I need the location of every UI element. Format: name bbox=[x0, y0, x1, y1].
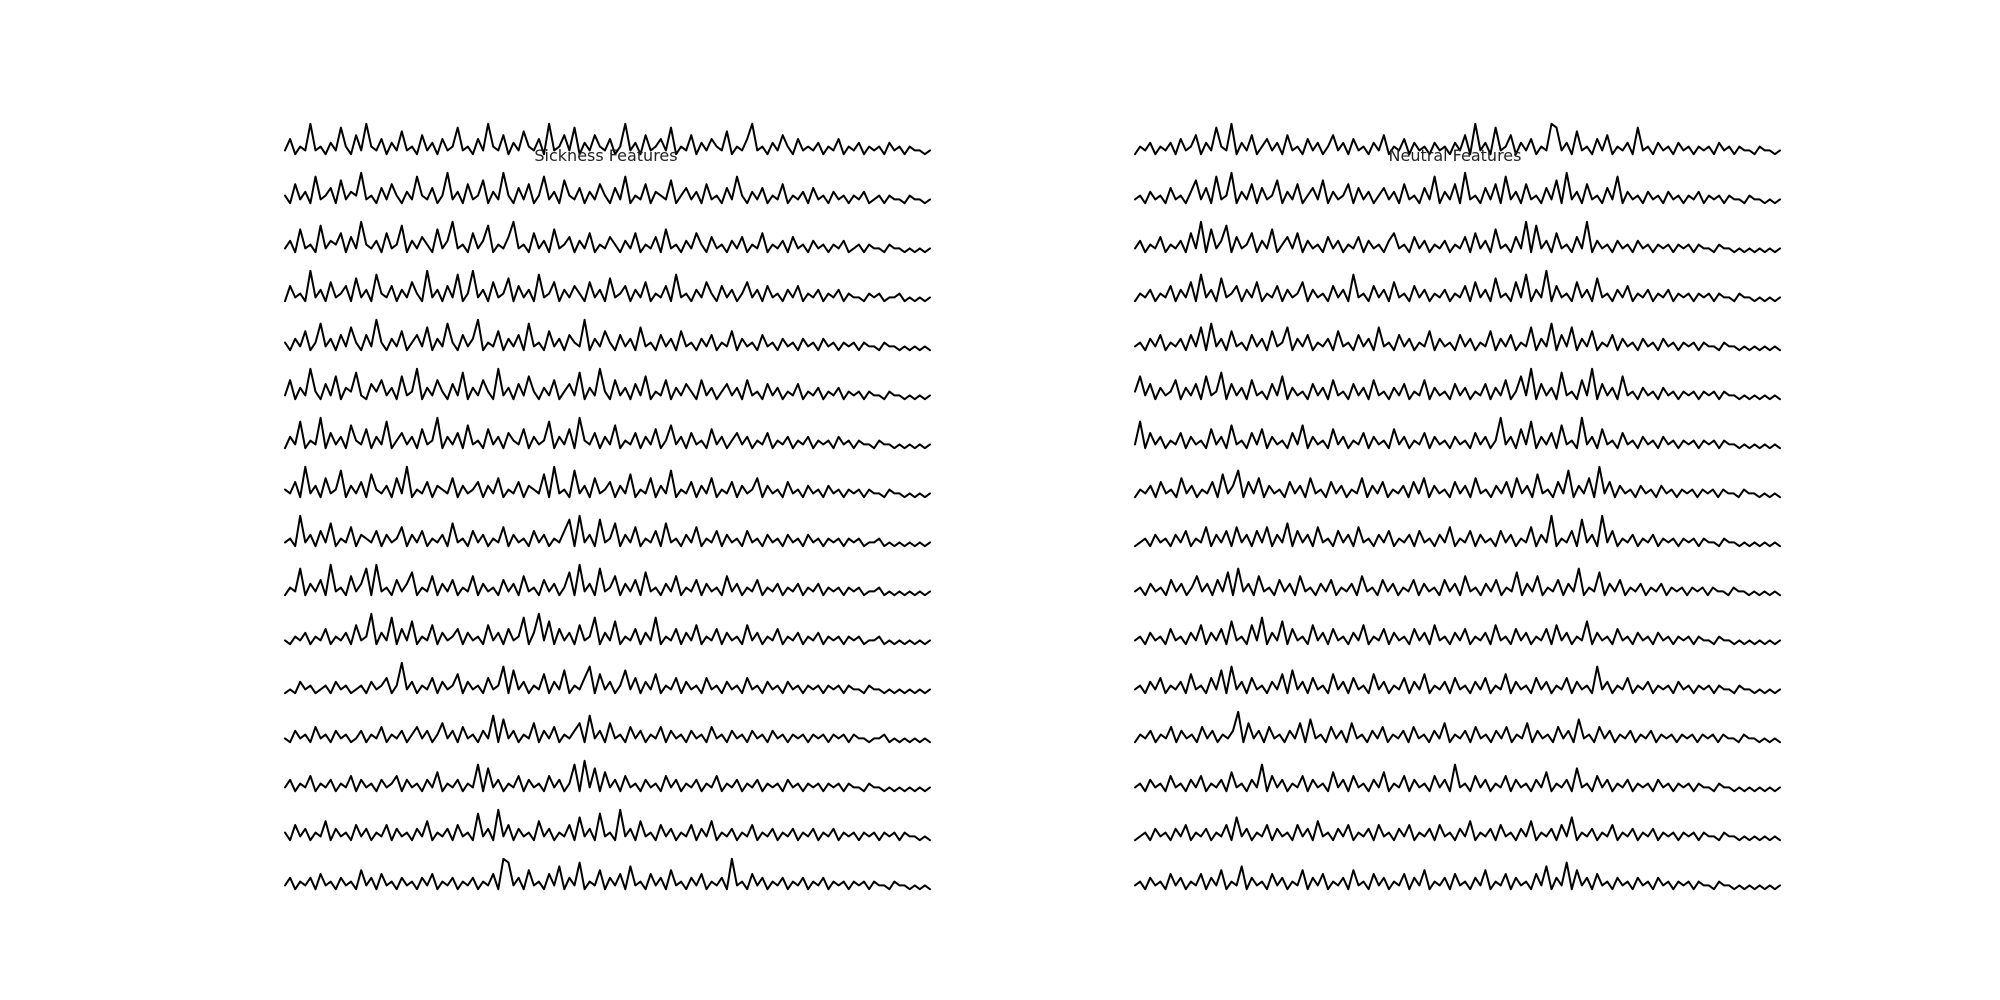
feature-trace bbox=[1134, 763, 1781, 793]
feature-trace bbox=[284, 465, 931, 499]
feature-trace bbox=[1134, 710, 1781, 744]
feature-trace bbox=[1134, 465, 1781, 499]
feature-trace bbox=[1134, 367, 1781, 401]
feature-trace bbox=[1134, 269, 1781, 303]
feature-trace bbox=[284, 661, 931, 695]
feature-trace bbox=[284, 416, 931, 450]
feature-trace bbox=[284, 514, 931, 548]
feature-trace bbox=[1134, 220, 1781, 254]
feature-trace bbox=[1134, 567, 1781, 597]
feature-trace bbox=[1134, 171, 1781, 205]
feature-trace bbox=[284, 563, 931, 597]
panel-title: Neutral Features bbox=[1389, 146, 1522, 165]
feature-trace bbox=[284, 612, 931, 646]
feature-trace bbox=[1134, 616, 1781, 646]
feature-trace bbox=[1134, 816, 1781, 842]
feature-trace bbox=[1134, 322, 1781, 352]
feature-trace bbox=[1134, 416, 1781, 450]
feature-trace bbox=[284, 857, 931, 891]
feature-trace bbox=[284, 808, 931, 842]
feature-trace bbox=[284, 759, 931, 793]
feature-trace bbox=[1134, 861, 1781, 891]
feature-trace bbox=[1134, 122, 1781, 156]
feature-trace bbox=[284, 367, 931, 401]
sickness-features-panel: Sickness Features bbox=[284, 122, 931, 891]
feature-trace bbox=[1134, 665, 1781, 695]
feature-trace bbox=[1134, 514, 1781, 548]
feature-trace bbox=[284, 220, 931, 254]
feature-trace bbox=[284, 318, 931, 352]
feature-trace bbox=[284, 269, 931, 303]
panel-title: Sickness Features bbox=[534, 146, 677, 165]
neutral-features-panel: Neutral Features bbox=[1134, 122, 1781, 891]
feature-trace bbox=[284, 122, 931, 156]
feature-trace bbox=[284, 171, 931, 205]
feature-trace bbox=[284, 714, 931, 744]
